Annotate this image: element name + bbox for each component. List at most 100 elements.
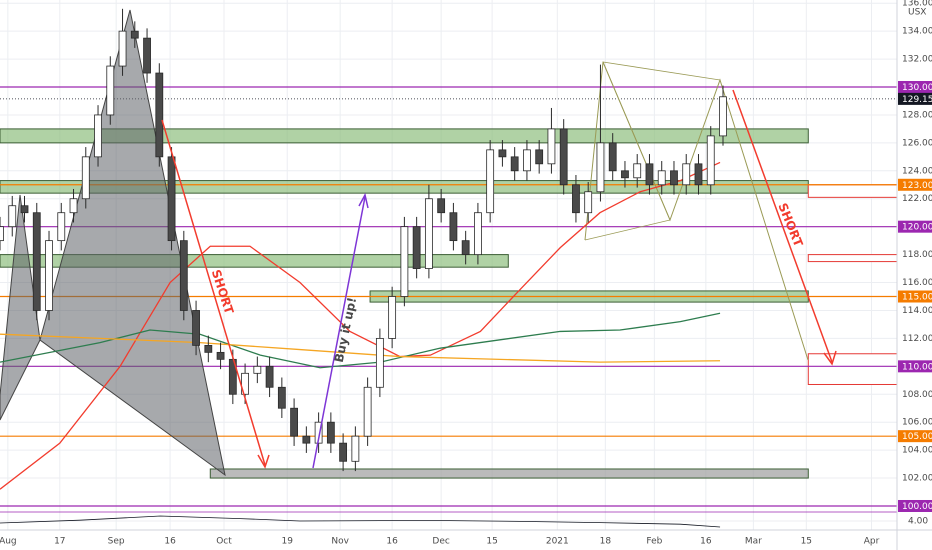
level-label-box — [898, 92, 932, 105]
y-tick-label: 106.00 — [902, 418, 932, 428]
candle-body — [424, 198, 433, 269]
y-tick-label: 112.00 — [902, 334, 932, 344]
candle-body — [351, 435, 360, 462]
level-label-box — [898, 499, 932, 512]
y-tick-label: 114.00 — [902, 306, 932, 316]
candle-body — [253, 365, 262, 374]
candle-body — [375, 338, 384, 388]
arrowhead — [257, 454, 270, 469]
candle-body — [277, 386, 286, 409]
y-tick-label: 136.00 — [902, 0, 932, 9]
candle-body — [694, 163, 703, 186]
candle-body — [0, 226, 4, 242]
candle-body — [241, 372, 249, 395]
level-label-box — [898, 220, 932, 233]
zone — [807, 353, 898, 385]
unit-label: USX — [908, 8, 926, 18]
x-tick-label: Dec — [432, 537, 449, 547]
candle-body — [314, 421, 323, 444]
candle-body — [535, 149, 544, 165]
candle-body — [449, 212, 458, 242]
candle-body — [290, 407, 298, 437]
y-tick-label: 4.00 — [908, 517, 928, 527]
candle-body — [69, 198, 78, 214]
candle-body — [143, 37, 151, 74]
x-tick-label: 2021 — [546, 537, 569, 547]
candle-body — [81, 156, 90, 200]
x-tick-label: Aug — [0, 537, 17, 547]
zone — [209, 468, 809, 479]
candle-body — [155, 72, 164, 158]
candles — [0, 8, 727, 472]
arrowhead — [358, 192, 369, 209]
candle-body — [633, 163, 642, 179]
candle-body — [608, 142, 617, 172]
pattern-right-inner — [584, 61, 721, 241]
level-label: 110.00 — [902, 362, 932, 372]
x-tick-label: 17 — [54, 537, 65, 547]
candle-body — [363, 386, 372, 437]
candle-body — [339, 442, 348, 462]
level-label: 123.00 — [902, 181, 932, 191]
candle-body — [645, 163, 654, 186]
arrowhead — [823, 350, 837, 366]
x-tick-label: 15 — [486, 537, 497, 547]
candle-body — [474, 212, 482, 256]
candle-body — [32, 212, 41, 311]
x-tick-label: Nov — [331, 537, 349, 547]
candle-body — [265, 365, 274, 388]
level-label: 130.00 — [902, 83, 932, 93]
level-label-box — [898, 360, 932, 373]
candle-body — [20, 205, 29, 214]
candle-body — [302, 435, 311, 444]
candle-body — [8, 205, 17, 228]
x-tick-label: 16 — [700, 537, 712, 547]
x-tick-label: Mar — [745, 537, 762, 547]
candle-body — [559, 128, 568, 186]
candle-body — [437, 198, 446, 214]
candle-body — [596, 142, 605, 193]
candle-body — [192, 310, 200, 346]
y-tick-label: 122.00 — [902, 194, 932, 204]
arrows — [161, 89, 837, 469]
candle-body — [167, 156, 176, 242]
x-tick-label: 19 — [282, 537, 294, 547]
candle-body — [45, 240, 53, 311]
candle-body — [388, 296, 397, 339]
zone — [807, 254, 898, 263]
indicator-line — [0, 515, 721, 528]
y-tick-label: 126.00 — [902, 138, 932, 148]
y-tick-label: 116.00 — [902, 278, 932, 288]
candle-body — [706, 135, 715, 186]
arrow-short-right — [732, 89, 833, 363]
candle-body — [400, 226, 409, 297]
y-tick-label: 132.00 — [902, 55, 932, 65]
y-tick-label: 118.00 — [902, 250, 932, 260]
candle-body — [719, 96, 727, 137]
level-label: 100.00 — [902, 502, 932, 512]
x-tick-label: Feb — [646, 537, 662, 547]
level-label-box — [898, 81, 932, 94]
candle-body — [94, 114, 102, 158]
x-tick-label: 18 — [600, 537, 612, 547]
candle-body — [523, 149, 531, 172]
candle-body — [682, 163, 691, 186]
x-tick-label: 15 — [801, 537, 812, 547]
candle-body — [657, 170, 666, 186]
x-tick-label: Sep — [108, 537, 125, 547]
candle-body — [584, 191, 593, 214]
candle-body — [326, 421, 335, 444]
candle-body — [572, 184, 580, 214]
arrow-short-left — [161, 119, 266, 466]
y-tick-label: 102.00 — [902, 474, 932, 484]
candle-body — [130, 30, 139, 39]
candle-body — [510, 156, 519, 172]
candle-body — [547, 128, 556, 165]
candle-body — [461, 240, 470, 256]
level-label: 120.00 — [902, 223, 932, 233]
y-tick-label: 104.00 — [902, 446, 932, 456]
y-tick-label: 124.00 — [902, 166, 932, 176]
x-tick-label: 16 — [164, 537, 176, 547]
